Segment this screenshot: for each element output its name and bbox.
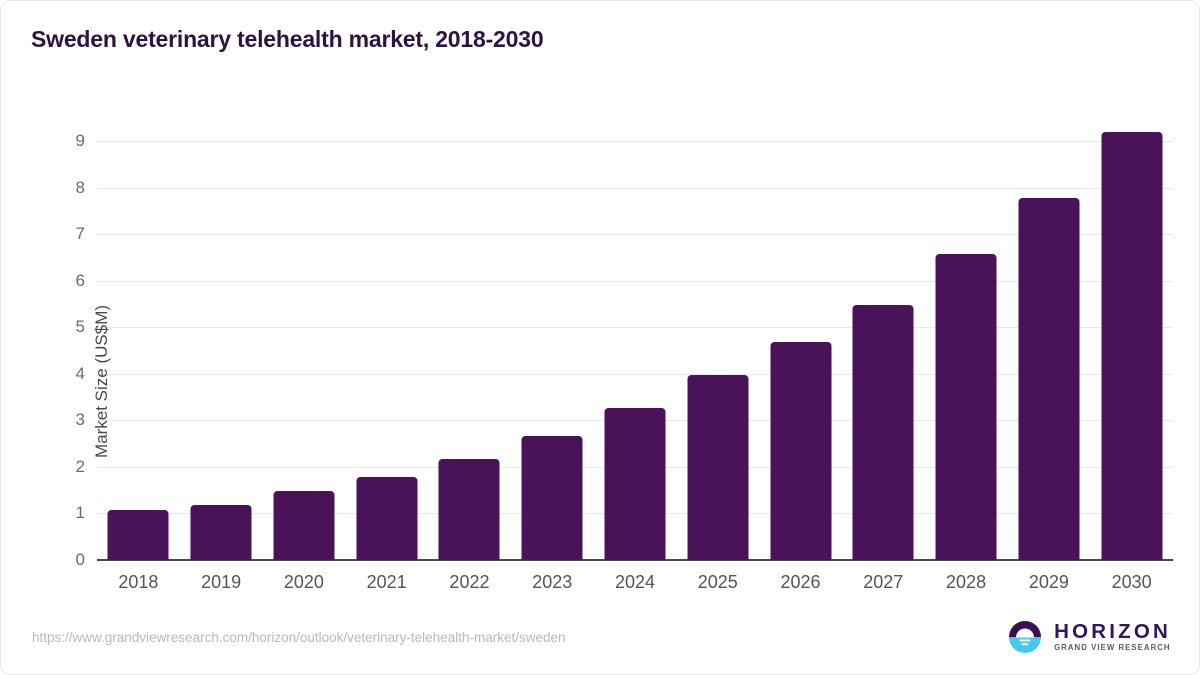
bar-2020[interactable] — [273, 491, 335, 560]
bar-2027[interactable] — [852, 304, 914, 560]
y-tick-label: 0 — [75, 550, 85, 569]
page-title: Sweden veterinary telehealth market, 201… — [31, 26, 544, 52]
x-tick-label: 2021 — [366, 572, 407, 592]
bar-2025[interactable] — [687, 375, 749, 560]
x-tick-label: 2028 — [946, 572, 987, 592]
bar-slot — [594, 120, 677, 560]
x-tick-label: 2018 — [118, 572, 159, 592]
bar-slot — [842, 120, 925, 560]
x-tick-label: 2026 — [780, 572, 821, 592]
y-tick-label: 7 — [75, 224, 85, 244]
x-axis-line — [97, 559, 1173, 561]
bar-series — [97, 120, 1173, 560]
bar-slot — [1090, 120, 1173, 560]
bar-2030[interactable] — [1101, 131, 1163, 560]
x-tick-label: 2024 — [614, 572, 656, 592]
x-tick-label: 2025 — [697, 572, 738, 592]
gridline — [97, 140, 1173, 142]
bar-slot — [511, 120, 594, 560]
x-tick-label: 2027 — [863, 572, 904, 592]
bar-slot — [925, 120, 1008, 560]
gridline — [97, 234, 1173, 236]
bar-2022[interactable] — [438, 458, 500, 560]
y-tick-label: 9 — [75, 130, 85, 150]
y-tick-label: 1 — [75, 503, 85, 523]
y-tick-label: 8 — [75, 177, 85, 197]
gridline — [97, 187, 1173, 189]
y-tick-label: 2 — [75, 456, 85, 476]
x-tick-label: 2020 — [283, 572, 324, 592]
bar-2023[interactable] — [521, 435, 583, 560]
bar-slot — [180, 120, 263, 560]
bar-2024[interactable] — [604, 407, 666, 560]
gridline — [97, 280, 1173, 282]
brand-logo: HORIZON GRAND VIEW RESEARCH — [1005, 617, 1171, 657]
source-url[interactable]: https://www.grandviewresearch.com/horizo… — [32, 630, 566, 645]
bar-slot — [263, 120, 346, 560]
bar-2018[interactable] — [107, 509, 169, 560]
bar-2026[interactable] — [770, 342, 832, 560]
bar-2019[interactable] — [190, 505, 252, 560]
bar-2021[interactable] — [356, 477, 418, 560]
bar-slot — [759, 120, 842, 560]
bar-slot — [1007, 120, 1090, 560]
bar-2028[interactable] — [935, 254, 997, 560]
x-tick-label: 2022 — [449, 572, 490, 592]
bar-slot — [676, 120, 759, 560]
logo-text: HORIZON GRAND VIEW RESEARCH — [1054, 621, 1171, 653]
y-tick-label: 3 — [75, 410, 85, 430]
bar-slot — [97, 120, 180, 560]
x-tick-label: 2030 — [1111, 572, 1152, 592]
horizon-logo-icon — [1009, 621, 1042, 653]
gridline — [97, 327, 1173, 329]
x-tick-label: 2019 — [201, 572, 242, 592]
y-tick-label: 4 — [75, 363, 85, 383]
logo-subtitle: GRAND VIEW RESEARCH — [1054, 642, 1171, 652]
x-axis-ticks: 2018 2019 2020 2021 2022 2023 2024 2025 2026 2027… — [97, 572, 1173, 600]
x-tick-label: 2023 — [532, 572, 573, 592]
x-tick-label: 2029 — [1028, 572, 1069, 592]
bar-slot — [345, 120, 428, 560]
bar-2029[interactable] — [1018, 197, 1080, 560]
y-tick-label: 5 — [75, 317, 85, 337]
logo-wordmark: HORIZON — [1054, 620, 1171, 644]
bar-slot — [428, 120, 511, 560]
gridline — [97, 373, 1173, 375]
y-tick-label: 6 — [75, 270, 85, 290]
